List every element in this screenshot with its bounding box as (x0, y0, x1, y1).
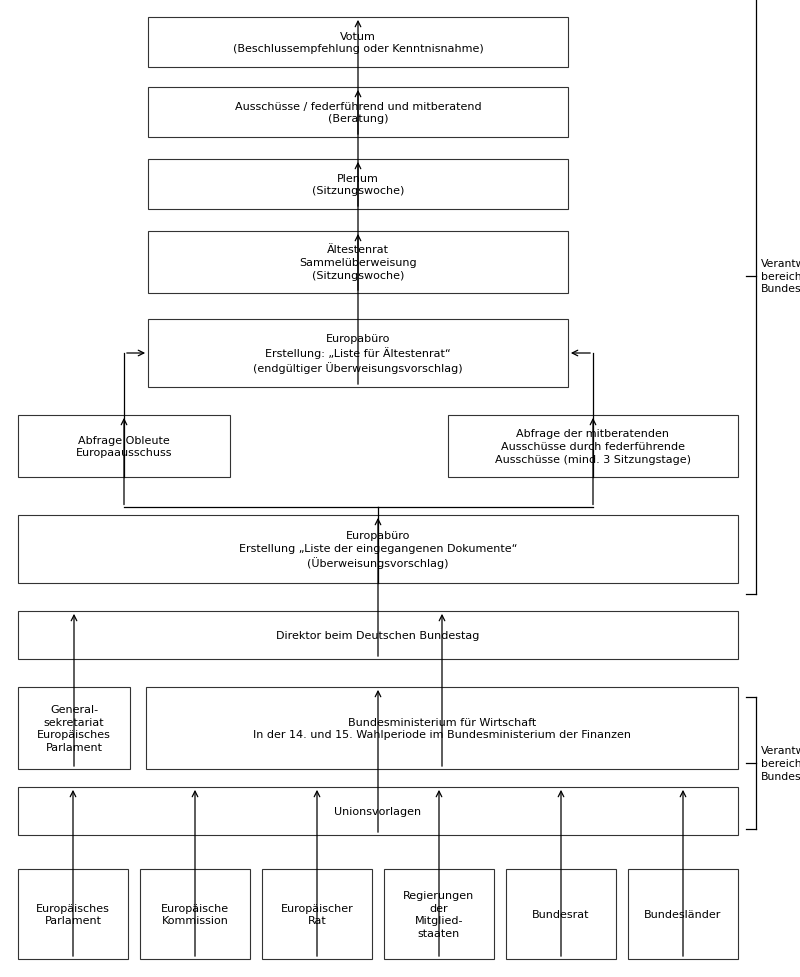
Text: Europäische
Kommission: Europäische Kommission (161, 903, 229, 925)
Bar (18, 415, 230, 478)
Text: Europabüro
Erstellung: „Liste für Ältestenrat“
(endgültiger Überweisungsvorschla: Europabüro Erstellung: „Liste für Ältest… (253, 333, 463, 374)
Text: Votum
(Beschlussempfehlung oder Kenntnisnahme): Votum (Beschlussempfehlung oder Kenntnis… (233, 31, 483, 55)
Text: Verantwortungs-
bereich
Bundesregierung: Verantwortungs- bereich Bundesregierung (761, 745, 800, 781)
Text: Europäischer
Rat: Europäischer Rat (281, 903, 354, 925)
Bar (384, 870, 494, 959)
Text: Verantwortungs-
bereich
Bundestag: Verantwortungs- bereich Bundestag (761, 259, 800, 294)
Bar (148, 232, 568, 294)
Text: Unionsvorlagen: Unionsvorlagen (334, 806, 422, 816)
Bar (148, 18, 568, 68)
Bar (448, 415, 738, 478)
Text: Bundesländer: Bundesländer (644, 909, 722, 919)
Text: Bundesrat: Bundesrat (532, 909, 590, 919)
Bar (18, 612, 738, 659)
Text: Ältestenrat
Sammelüberweisung
(Sitzungswoche): Ältestenrat Sammelüberweisung (Sitzungsw… (299, 245, 417, 280)
Bar (628, 870, 738, 959)
Bar (18, 516, 738, 583)
Text: Europäisches
Parlament: Europäisches Parlament (36, 903, 110, 925)
Bar (148, 319, 568, 388)
Text: Direktor beim Deutschen Bundestag: Direktor beim Deutschen Bundestag (276, 630, 480, 640)
Text: Europabüro
Erstellung „Liste der eingegangenen Dokumente“
(Überweisungsvorschlag: Europabüro Erstellung „Liste der eingega… (238, 531, 518, 569)
Bar (262, 870, 372, 959)
Text: Plenum
(Sitzungswoche): Plenum (Sitzungswoche) (312, 174, 404, 196)
Text: General-
sekretariat
Europäisches
Parlament: General- sekretariat Europäisches Parlam… (37, 704, 111, 752)
Bar (506, 870, 616, 959)
Bar (148, 88, 568, 138)
Text: Ausschüsse / federführend und mitberatend
(Beratung): Ausschüsse / federführend und mitberaten… (234, 102, 482, 124)
Bar (148, 160, 568, 210)
Bar (18, 787, 738, 835)
Text: Bundesministerium für Wirtschaft
In der 14. und 15. Wahlperiode im Bundesministe: Bundesministerium für Wirtschaft In der … (253, 717, 631, 740)
Text: Regierungen
der
Mitglied-
staaten: Regierungen der Mitglied- staaten (403, 890, 474, 938)
Bar (18, 870, 128, 959)
Bar (146, 687, 738, 769)
Text: Abfrage der mitberatenden
Ausschüsse durch federführende
Ausschüsse (mind. 3 Sit: Abfrage der mitberatenden Ausschüsse dur… (495, 429, 691, 464)
Text: Abfrage Obleute
Europaausschuss: Abfrage Obleute Europaausschuss (76, 435, 172, 458)
Bar (140, 870, 250, 959)
Bar (18, 687, 130, 769)
